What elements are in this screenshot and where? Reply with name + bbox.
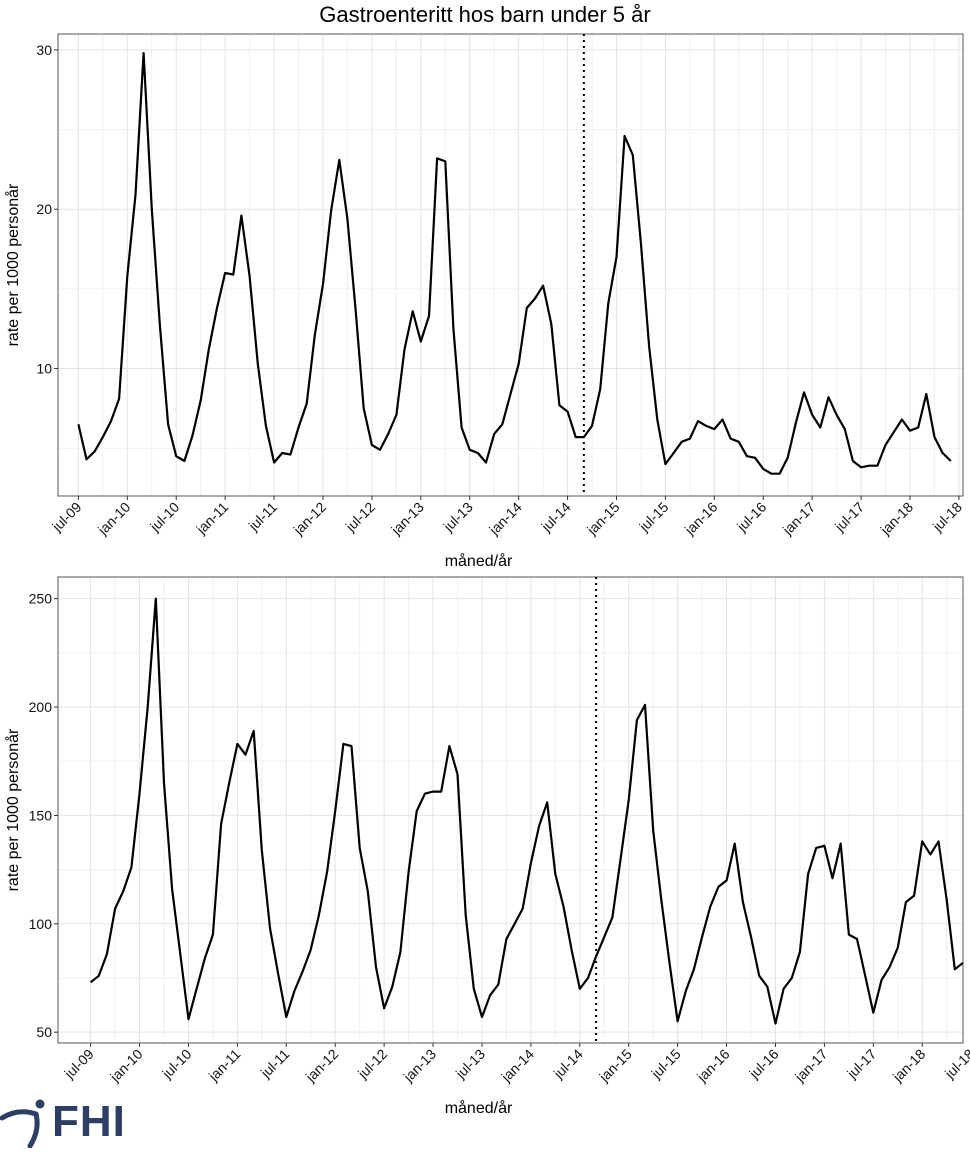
x-tick-label: jul-16	[745, 1046, 781, 1082]
x-tick-label: jul-09	[48, 499, 84, 535]
x-tick-label: jan-14	[485, 499, 525, 539]
x-tick-label: jan-13	[400, 1046, 440, 1086]
fhi-logo-icon	[0, 1099, 45, 1148]
x-tick-label: jul-15	[648, 1046, 684, 1082]
x-tick-label: jan-10	[106, 1046, 146, 1086]
y-axis-label: rate per 1000 personår	[4, 183, 22, 346]
x-tick-label: jul-15	[635, 499, 671, 535]
y-tick-label: 100	[29, 916, 53, 932]
x-tick-label: jul-14	[537, 499, 573, 535]
y-tick-label: 50	[36, 1024, 52, 1040]
x-tick-label: jan-18	[889, 1046, 929, 1086]
y-tick-label: 30	[36, 42, 52, 58]
logo-text: FHI	[52, 1097, 126, 1146]
x-tick-label: jul-11	[245, 499, 281, 535]
x-tick-label: jan-15	[595, 1046, 635, 1086]
y-axis-label: rate per 1000 personår	[4, 728, 22, 891]
y-tick-label: 200	[29, 699, 53, 715]
series-line	[89, 597, 964, 1025]
x-tick-label: jul-13	[440, 499, 476, 535]
x-tick-label: jul-09	[60, 1046, 96, 1082]
y-tick-label: 250	[29, 591, 53, 607]
bottom-line-chart: 50 100 150 200 250 jul-09 jan-10 jul-10 jan-11 ju…	[4, 576, 970, 1117]
x-axis-label: måned/år	[445, 1099, 513, 1117]
grid	[58, 577, 963, 1043]
x-tick-label: jan-18	[877, 499, 917, 539]
y-tick-label: 10	[36, 361, 52, 377]
chart-title: Gastroenteritt hos barn under 5 år	[319, 2, 651, 27]
x-tick-label: jan-12	[302, 1046, 342, 1086]
x-tick-label: jan-16	[681, 499, 721, 539]
x-tick-label: jul-12	[342, 499, 378, 535]
y-tick-label: 20	[36, 201, 52, 217]
x-tick-label: jan-16	[693, 1046, 733, 1086]
x-tick-label: jan-14	[497, 1046, 537, 1086]
x-tick-label: jan-11	[192, 499, 231, 538]
x-tick-label: jan-12	[290, 499, 330, 539]
plot-border	[57, 576, 964, 1044]
x-tick-label: jul-11	[257, 1046, 293, 1082]
x-tick-label: jul-14	[550, 1046, 586, 1082]
x-tick-label: jul-17	[831, 499, 867, 535]
x-tick-label: jul-13	[452, 1046, 488, 1082]
x-tick-label: jan-15	[583, 499, 623, 539]
x-tick-label: jul-17	[843, 1046, 879, 1082]
grid	[58, 34, 963, 496]
series-line	[77, 52, 952, 475]
x-tick-label: jan-10	[94, 499, 134, 539]
x-axis-label: måned/år	[445, 552, 513, 570]
x-tick-label: jul-10	[158, 1046, 194, 1082]
y-tick-label: 150	[29, 807, 53, 823]
x-tick-label: jul-12	[354, 1046, 390, 1082]
x-tick-label: jan-17	[779, 499, 819, 539]
plot-panel	[58, 577, 963, 1043]
x-tick-label: jul-18	[929, 499, 965, 535]
x-tick-label: jan-11	[205, 1046, 244, 1085]
x-tick-label: jul-16	[733, 499, 769, 535]
x-tick-label: jul-18	[941, 1046, 970, 1082]
x-tick-label: jan-13	[387, 499, 427, 539]
plot-border	[57, 33, 964, 497]
x-tick-label: jul-10	[146, 499, 182, 535]
x-tick-label: jan-17	[791, 1046, 831, 1086]
